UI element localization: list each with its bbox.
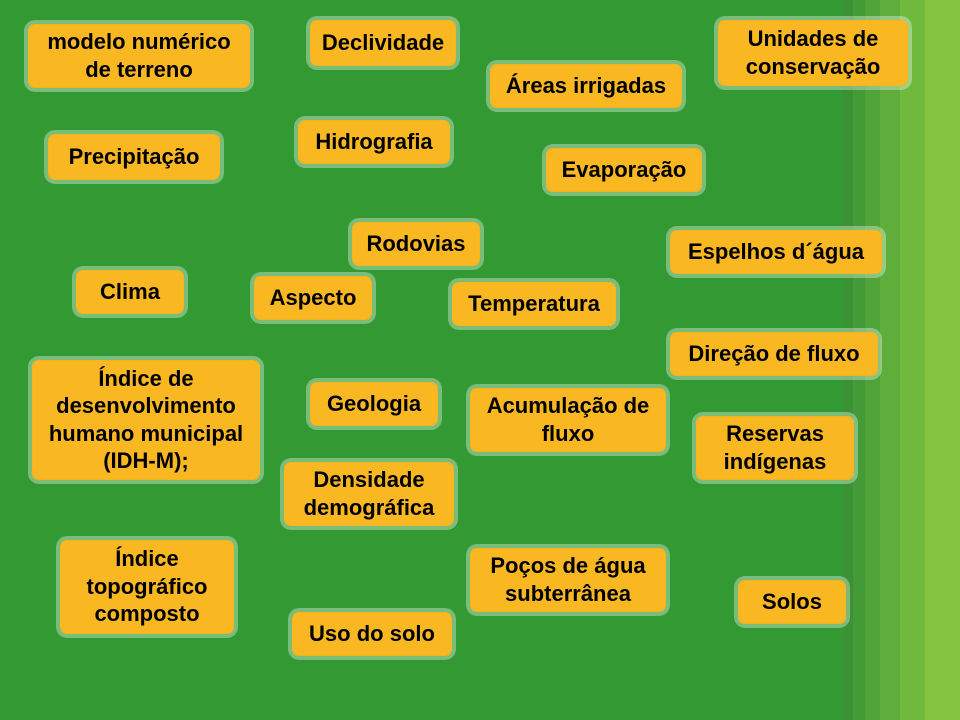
concept-box-label: Índice topográfico composto	[87, 545, 208, 628]
stripe	[900, 0, 925, 720]
concept-box-label: Precipitação	[69, 143, 200, 171]
concept-box-itc: Índice topográfico composto	[60, 540, 234, 634]
concept-box-rodovias: Rodovias	[352, 222, 480, 266]
concept-box-hidrografia: Hidrografia	[298, 120, 450, 164]
concept-box-label: Densidade demográfica	[304, 466, 435, 521]
concept-box-label: Unidades de conservação	[746, 25, 881, 80]
concept-box-label: Uso do solo	[309, 620, 435, 648]
concept-box-evaporacao: Evaporação	[546, 148, 702, 192]
concept-box-idh: Índice de desenvolvimento humano municip…	[32, 360, 260, 480]
concept-box-solos: Solos	[738, 580, 846, 624]
concept-box-label: Declividade	[322, 29, 444, 57]
concept-box-modelo: modelo numérico de terreno	[28, 24, 250, 88]
concept-box-direcao: Direção de fluxo	[670, 332, 878, 376]
concept-box-pocos: Poços de água subterrânea	[470, 548, 666, 612]
concept-box-label: Índice de desenvolvimento humano municip…	[49, 365, 243, 475]
concept-box-label: Temperatura	[468, 290, 600, 318]
concept-box-label: Evaporação	[562, 156, 687, 184]
concept-box-acumulacao: Acumulação de fluxo	[470, 388, 666, 452]
concept-box-label: modelo numérico de terreno	[47, 28, 230, 83]
concept-box-reservas: Reservas indígenas	[696, 416, 854, 480]
concept-box-label: Reservas indígenas	[724, 420, 827, 475]
concept-box-espelhos: Espelhos d´água	[670, 230, 882, 274]
concept-box-label: Solos	[762, 588, 822, 616]
concept-box-geologia: Geologia	[310, 382, 438, 426]
concept-box-label: Áreas irrigadas	[506, 72, 666, 100]
concept-box-temperatura: Temperatura	[452, 282, 616, 326]
concept-box-label: Espelhos d´água	[688, 238, 864, 266]
concept-box-label: Hidrografia	[315, 128, 432, 156]
concept-box-clima: Clima	[76, 270, 184, 314]
concept-box-label: Geologia	[327, 390, 421, 418]
stripe	[925, 0, 960, 720]
concept-box-areas: Áreas irrigadas	[490, 64, 682, 108]
concept-box-label: Poços de água subterrânea	[490, 552, 645, 607]
concept-box-label: Direção de fluxo	[688, 340, 859, 368]
concept-box-label: Clima	[100, 278, 160, 306]
concept-box-label: Rodovias	[366, 230, 465, 258]
concept-box-label: Aspecto	[270, 284, 357, 312]
concept-box-label: Acumulação de fluxo	[487, 392, 650, 447]
concept-box-densidade: Densidade demográfica	[284, 462, 454, 526]
concept-box-precipitacao: Precipitação	[48, 134, 220, 180]
concept-box-declividade: Declividade	[310, 20, 456, 66]
concept-box-aspecto: Aspecto	[254, 276, 372, 320]
stripe	[880, 0, 900, 720]
concept-box-uso: Uso do solo	[292, 612, 452, 656]
concept-box-unidades: Unidades de conservação	[718, 20, 908, 86]
